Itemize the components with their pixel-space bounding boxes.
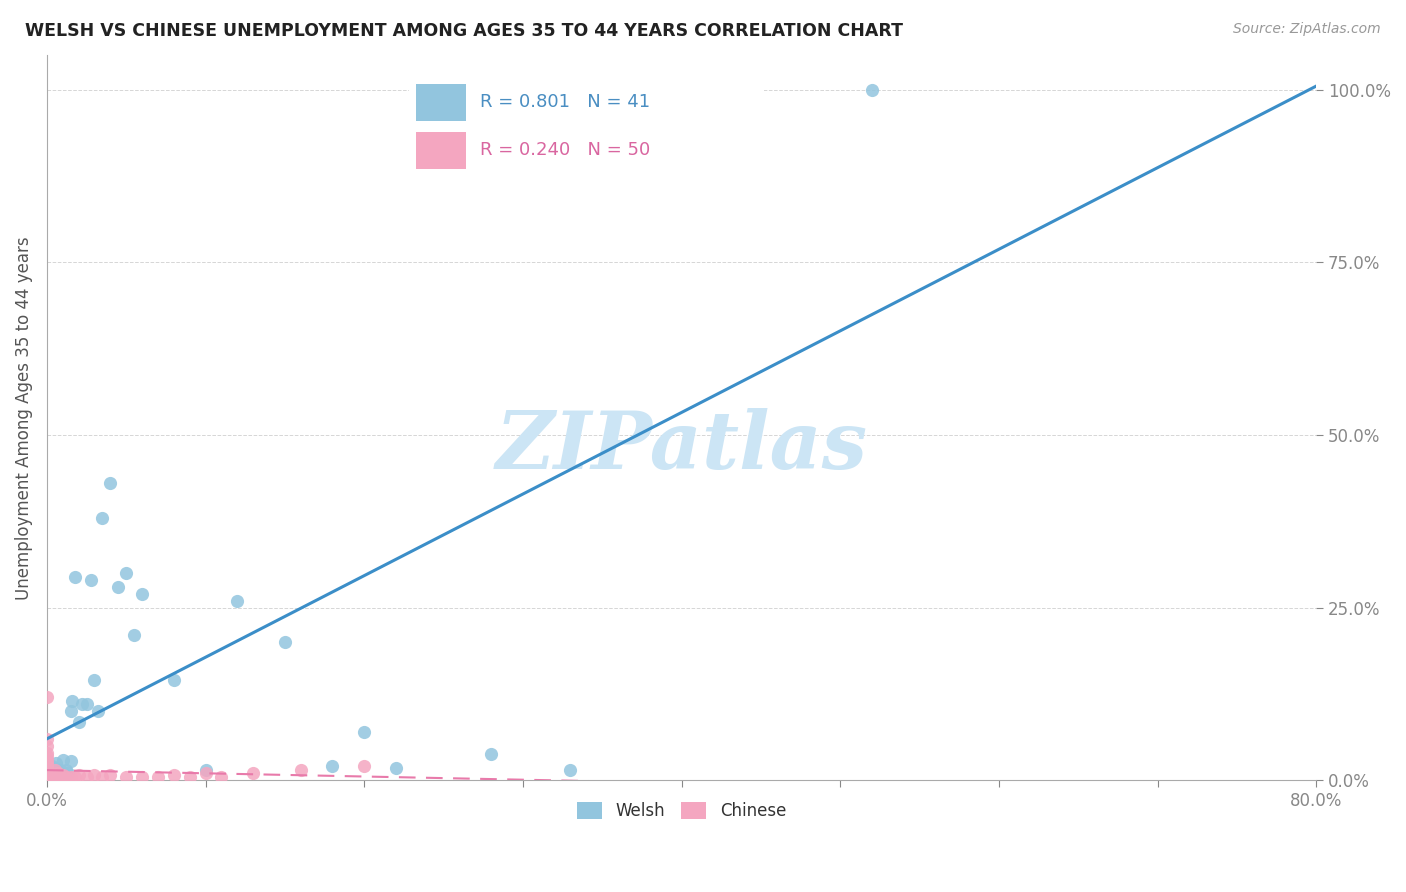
- Point: [41, 771, 63, 785]
- Point: [35, 773, 58, 788]
- Point: [37, 766, 59, 780]
- Point: [35, 749, 58, 764]
- Point: [702, 83, 724, 97]
- Text: ZIPatlas: ZIPatlas: [495, 408, 868, 485]
- Point: [35, 753, 58, 767]
- Point: [44, 768, 66, 782]
- Point: [39, 768, 62, 782]
- Point: [479, 747, 502, 761]
- Point: [35, 756, 58, 770]
- Point: [52, 764, 75, 779]
- Point: [42, 764, 65, 779]
- Point: [35, 746, 58, 760]
- Point: [122, 628, 145, 642]
- Point: [46, 766, 69, 780]
- Point: [35, 759, 58, 773]
- Point: [59, 754, 82, 768]
- Point: [76, 770, 98, 784]
- Point: [290, 763, 312, 777]
- Point: [39, 772, 62, 786]
- Point: [55, 763, 77, 777]
- Point: [35, 690, 58, 705]
- Point: [67, 768, 90, 782]
- Point: [209, 770, 232, 784]
- Point: [48, 763, 70, 777]
- Point: [242, 766, 264, 780]
- Point: [42, 770, 65, 784]
- Point: [45, 756, 67, 770]
- Point: [44, 761, 66, 775]
- Point: [35, 773, 58, 788]
- Point: [59, 770, 82, 784]
- Point: [65, 569, 87, 583]
- Point: [67, 714, 90, 729]
- Point: [35, 773, 58, 788]
- Point: [60, 694, 83, 708]
- Point: [86, 704, 108, 718]
- Point: [44, 763, 66, 777]
- Point: [56, 766, 79, 780]
- Point: [131, 587, 153, 601]
- Point: [146, 770, 169, 784]
- Legend: Welsh, Chinese: Welsh, Chinese: [571, 795, 793, 826]
- Point: [80, 573, 103, 587]
- Point: [131, 770, 153, 784]
- Point: [39, 763, 62, 777]
- Point: [41, 766, 63, 780]
- Point: [353, 759, 375, 773]
- Point: [35, 739, 58, 753]
- Point: [35, 769, 58, 783]
- Point: [35, 771, 58, 785]
- Point: [55, 770, 77, 784]
- Point: [226, 593, 249, 607]
- Point: [163, 768, 186, 782]
- Point: [35, 770, 58, 784]
- Point: [35, 731, 58, 746]
- Text: Source: ZipAtlas.com: Source: ZipAtlas.com: [1233, 22, 1381, 37]
- Point: [37, 773, 59, 788]
- Point: [76, 698, 98, 712]
- Point: [91, 511, 114, 525]
- Point: [35, 763, 58, 777]
- Point: [48, 770, 70, 784]
- Point: [65, 770, 87, 784]
- Point: [59, 704, 82, 718]
- Point: [41, 768, 63, 782]
- Point: [52, 753, 75, 767]
- Point: [83, 768, 105, 782]
- Point: [70, 698, 93, 712]
- Point: [44, 768, 66, 782]
- Point: [321, 759, 343, 773]
- Point: [353, 725, 375, 739]
- Point: [560, 763, 582, 777]
- Text: WELSH VS CHINESE UNEMPLOYMENT AMONG AGES 35 TO 44 YEARS CORRELATION CHART: WELSH VS CHINESE UNEMPLOYMENT AMONG AGES…: [25, 22, 903, 40]
- Point: [194, 763, 217, 777]
- Point: [35, 772, 58, 786]
- Point: [163, 673, 186, 688]
- Point: [45, 769, 67, 783]
- Point: [35, 768, 58, 782]
- Point: [179, 770, 201, 784]
- Point: [41, 759, 63, 773]
- Point: [274, 635, 297, 649]
- Point: [98, 476, 121, 491]
- Point: [35, 764, 58, 779]
- Point: [107, 580, 129, 594]
- Y-axis label: Unemployment Among Ages 35 to 44 years: Unemployment Among Ages 35 to 44 years: [15, 235, 32, 599]
- Point: [385, 761, 408, 775]
- Point: [115, 770, 138, 784]
- Point: [91, 770, 114, 784]
- Point: [860, 83, 883, 97]
- Point: [115, 566, 138, 581]
- Point: [98, 768, 121, 782]
- Point: [194, 766, 217, 780]
- Point: [52, 768, 75, 782]
- Point: [35, 766, 58, 780]
- Point: [35, 761, 58, 775]
- Point: [83, 673, 105, 688]
- Point: [46, 766, 69, 780]
